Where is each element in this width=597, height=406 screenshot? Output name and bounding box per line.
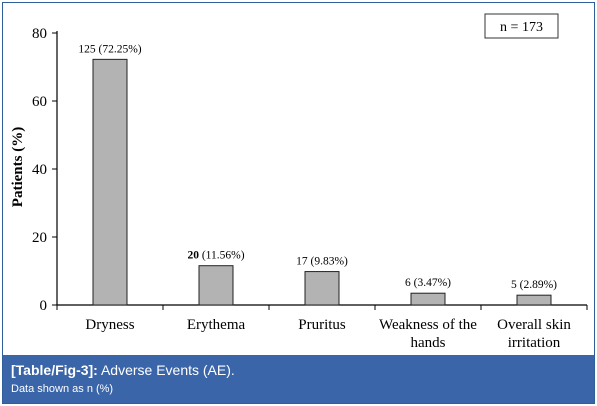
data-label: 20 (11.56%) <box>187 250 244 262</box>
x-category-label-line: Weakness of the <box>379 317 477 333</box>
data-label-count: 125 <box>78 43 98 55</box>
y-tick-label: 80 <box>32 26 47 42</box>
y-tick-label: 60 <box>32 94 47 110</box>
caption-title-line: [Table/Fig-3]: Adverse Events (AE). <box>11 362 235 378</box>
x-category-label: Weakness of the hands <box>379 317 477 351</box>
data-label-count: 6 <box>405 277 414 289</box>
data-label: 5 (2.89%) <box>511 279 557 291</box>
data-label-percent: (3.47%) <box>414 277 452 289</box>
x-category-label-line: Erythema <box>187 317 246 333</box>
x-category-label: Erythema <box>187 317 246 333</box>
sample-size-label: n = 173 <box>500 20 543 35</box>
x-category-label-line: Overall skin <box>497 317 571 333</box>
y-axis-title: Patients (%) <box>10 127 26 207</box>
x-category-label-line: Pruritus <box>298 317 346 333</box>
data-label-count: 17 <box>296 256 310 268</box>
y-tick-label: 20 <box>32 230 47 246</box>
data-label-count: 5 <box>511 279 520 291</box>
data-labels: 125 (72.25%) 20 (11.56%) 17 (9.83%) 6 (3.47… <box>78 43 557 291</box>
x-category-label: Overall skin irritation <box>497 317 571 351</box>
y-tick-label: 40 <box>32 162 47 178</box>
data-label-percent: (9.83%) <box>311 256 349 268</box>
x-category-label: Pruritus <box>298 317 346 333</box>
data-label: 17 (9.83%) <box>296 256 348 268</box>
axes: 0 20 40 60 80 <box>32 26 588 314</box>
x-category-label: Dryness <box>85 317 134 333</box>
x-category-label-line: hands <box>411 335 446 351</box>
caption-tag: [Table/Fig-3]: <box>11 362 98 378</box>
bar <box>410 292 446 306</box>
data-label: 6 (3.47%) <box>405 277 451 289</box>
caption-note: Data shown as n (%) <box>11 383 114 395</box>
y-tick-label: 0 <box>40 298 48 314</box>
data-label: 125 (72.25%) <box>78 43 141 55</box>
data-label-percent: (72.25%) <box>99 43 142 55</box>
bar <box>92 58 128 306</box>
data-label-percent: (2.89%) <box>520 279 558 291</box>
data-label-percent: (11.56%) <box>202 250 245 262</box>
bars <box>92 58 552 306</box>
bar <box>304 271 340 306</box>
bar <box>198 265 234 306</box>
sample-size-box: n = 173 <box>484 13 559 39</box>
x-category-labels: Dryness Erythema Pruritus Weakness of the ha… <box>85 317 571 351</box>
bar <box>516 294 552 306</box>
figure-caption: [Table/Fig-3]: Adverse Events (AE). Data… <box>3 355 594 403</box>
x-category-label-line: irritation <box>508 335 561 351</box>
x-category-label-line: Dryness <box>85 317 134 333</box>
data-label-count: 20 <box>187 250 201 262</box>
caption-title: Adverse Events (AE). <box>97 362 235 378</box>
bar-chart: 0 20 40 60 80 125 (72.25%) 20 (11.56%) 17 (9.8… <box>10 13 588 351</box>
